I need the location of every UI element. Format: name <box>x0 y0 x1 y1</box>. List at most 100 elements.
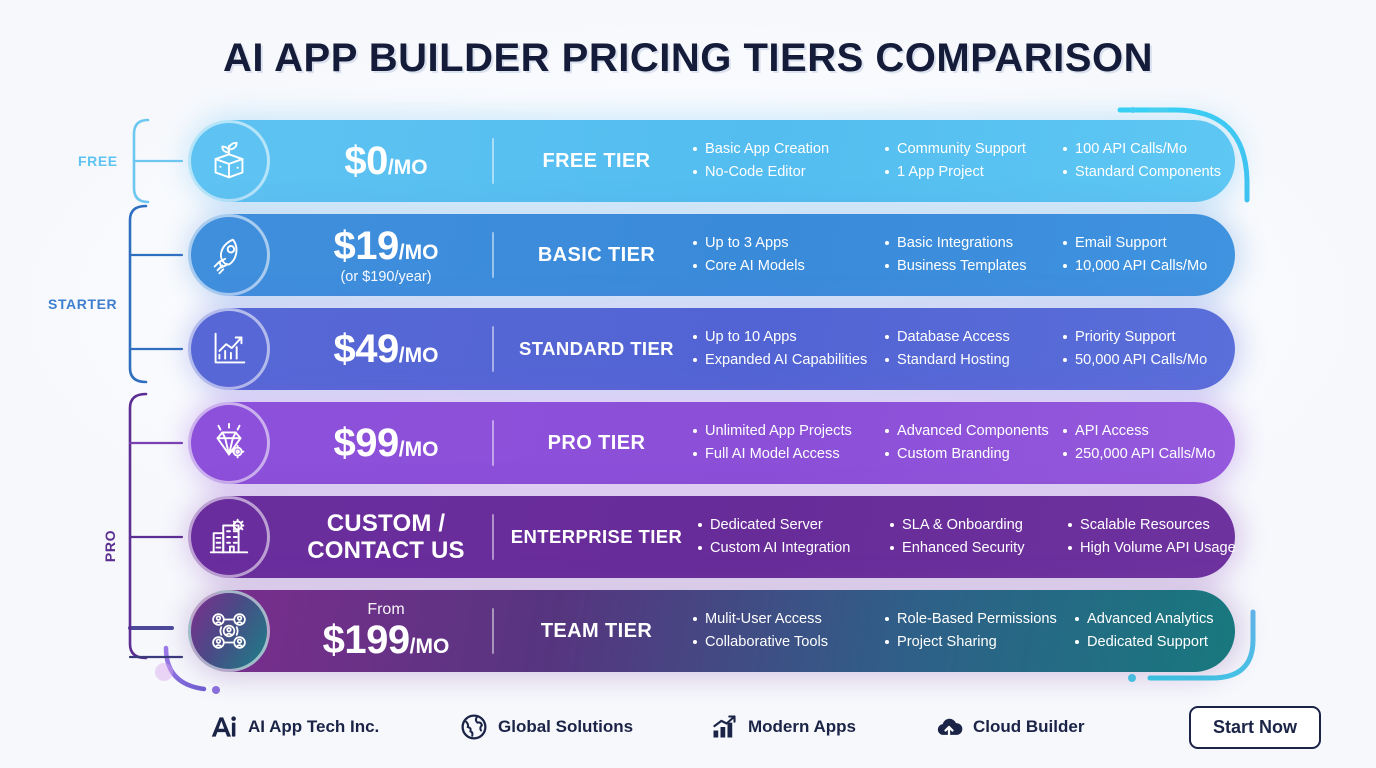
ai-logo-icon <box>210 713 238 741</box>
price-value-enterprise: CUSTOM / CONTACT US <box>307 509 465 564</box>
price-block-team: From $199/MO <box>288 601 484 662</box>
tier-row-free[interactable]: $0/MO FREE TIER Basic App Creation No-Co… <box>188 120 1235 202</box>
feature-column: Dedicated Server Custom AI Integration <box>697 514 889 560</box>
feature-item: Advanced Analytics <box>1074 608 1225 631</box>
price-value-free: $0/MO <box>344 139 428 183</box>
cloud-upload-icon <box>935 713 963 741</box>
brand-modern-apps: Modern Apps <box>710 713 935 741</box>
feature-item: Database Access <box>884 326 1062 349</box>
brand-cloud-builder: Cloud Builder <box>935 713 1165 741</box>
feature-column: SLA & Onboarding Enhanced Security <box>889 514 1067 560</box>
feature-column: Email Support 10,000 API Calls/Mo <box>1062 232 1225 278</box>
brand-label: Cloud Builder <box>973 717 1085 736</box>
rocket-icon <box>188 214 270 296</box>
tier-row-basic[interactable]: $19/MO (or $190/year) BASIC TIER Up to 3… <box>188 214 1235 296</box>
price-block-free: $0/MO <box>288 141 484 181</box>
start-now-button[interactable]: Start Now <box>1188 705 1321 749</box>
feature-item: Project Sharing <box>884 631 1074 654</box>
tier-name-basic: BASIC TIER <box>537 243 656 266</box>
feature-item: Core AI Models <box>692 255 884 278</box>
diamond-gear-icon <box>188 402 270 484</box>
price-prefix-team: From <box>367 601 405 618</box>
tier-row-standard[interactable]: $49/MO STANDARD TIER Up to 10 Apps Expan… <box>188 308 1235 390</box>
building-gear-icon <box>188 496 270 578</box>
footer-bar: AI App Tech Inc. Global Solutions <box>210 704 1321 750</box>
plant-box-icon <box>188 120 270 202</box>
feature-column: 100 API Calls/Mo Standard Components <box>1062 138 1225 184</box>
bar-chart-up-icon <box>710 713 738 741</box>
row-divider <box>492 326 494 372</box>
feature-item: Basic Integrations <box>884 232 1062 255</box>
tier-row-pro[interactable]: $99/MO PRO TIER Unlimited App Projects F… <box>188 402 1235 484</box>
growth-chart-icon <box>188 308 270 390</box>
feature-item: 1 App Project <box>884 161 1062 184</box>
feature-item: Enhanced Security <box>889 537 1067 560</box>
price-block-pro: $99/MO <box>288 423 484 463</box>
feature-item: Standard Hosting <box>884 349 1062 372</box>
feature-item: Basic App Creation <box>692 138 884 161</box>
feature-item: High Volume API Usage <box>1067 537 1236 560</box>
team-network-icon <box>188 590 270 672</box>
feature-item: Dedicated Server <box>697 514 889 537</box>
feature-column: Basic Integrations Business Templates <box>884 232 1062 278</box>
tier-name-enterprise: ENTERPRISE TIER <box>510 526 683 547</box>
brand-global-solutions: Global Solutions <box>460 713 710 741</box>
feature-column: Priority Support 50,000 API Calls/Mo <box>1062 326 1225 372</box>
feature-item: SLA & Onboarding <box>889 514 1067 537</box>
feature-item: Custom AI Integration <box>697 537 889 560</box>
feature-item: Dedicated Support <box>1074 631 1225 654</box>
feature-item: 100 API Calls/Mo <box>1062 138 1225 161</box>
features-standard: Up to 10 Apps Expanded AI Capabilities D… <box>692 326 1225 372</box>
tier-row-enterprise[interactable]: CUSTOM / CONTACT US ENTERPRISE TIER Dedi… <box>188 496 1236 578</box>
features-enterprise: Dedicated Server Custom AI Integration S… <box>697 514 1236 560</box>
feature-column: Role-Based Permissions Project Sharing <box>884 608 1074 654</box>
feature-column: Database Access Standard Hosting <box>884 326 1062 372</box>
row-divider <box>492 232 494 278</box>
feature-item: Up to 10 Apps <box>692 326 884 349</box>
feature-item: Scalable Resources <box>1067 514 1236 537</box>
feature-column: Basic App Creation No-Code Editor <box>692 138 884 184</box>
feature-item: Unlimited App Projects <box>692 420 884 443</box>
feature-item: 50,000 API Calls/Mo <box>1062 349 1225 372</box>
feature-item: API Access <box>1062 420 1225 443</box>
feature-item: Role-Based Permissions <box>884 608 1074 631</box>
feature-item: Mulit-User Access <box>692 608 884 631</box>
feature-item: 250,000 API Calls/Mo <box>1062 443 1225 466</box>
price-value-standard: $49/MO <box>333 327 439 371</box>
price-note-basic: (or $190/year) <box>340 268 432 285</box>
brand-label: AI App Tech Inc. <box>248 717 380 736</box>
feature-item: Priority Support <box>1062 326 1225 349</box>
feature-item: Standard Components <box>1062 161 1225 184</box>
features-pro: Unlimited App Projects Full AI Model Acc… <box>692 420 1225 466</box>
feature-column: Community Support 1 App Project <box>884 138 1062 184</box>
tier-name-standard: STANDARD TIER <box>519 338 674 359</box>
price-block-basic: $19/MO (or $190/year) <box>288 226 484 285</box>
feature-column: Advanced Components Custom Branding <box>884 420 1062 466</box>
globe-icon <box>460 713 488 741</box>
brand-label: Modern Apps <box>748 717 856 736</box>
features-free: Basic App Creation No-Code Editor Commun… <box>692 138 1225 184</box>
feature-column: Up to 3 Apps Core AI Models <box>692 232 884 278</box>
feature-column: Up to 10 Apps Expanded AI Capabilities <box>692 326 884 372</box>
feature-item: Custom Branding <box>884 443 1062 466</box>
feature-item: Email Support <box>1062 232 1225 255</box>
row-divider <box>492 608 494 654</box>
price-value-pro: $99/MO <box>333 421 439 465</box>
group-label-free: FREE <box>78 153 118 169</box>
feature-column: API Access 250,000 API Calls/Mo <box>1062 420 1225 466</box>
feature-column: Advanced Analytics Dedicated Support <box>1074 608 1225 654</box>
feature-item: Expanded AI Capabilities <box>692 349 884 372</box>
feature-item: Community Support <box>884 138 1062 161</box>
feature-item: No-Code Editor <box>692 161 884 184</box>
brand-label: Global Solutions <box>498 717 634 736</box>
feature-item: Full AI Model Access <box>692 443 884 466</box>
tier-row-team[interactable]: From $199/MO TEAM TIER Mulit-User Access… <box>188 590 1235 672</box>
features-basic: Up to 3 Apps Core AI Models Basic Integr… <box>692 232 1225 278</box>
feature-item: Up to 3 Apps <box>692 232 884 255</box>
tier-name-team: TEAM TIER <box>540 619 653 642</box>
feature-column: Scalable Resources High Volume API Usage <box>1067 514 1236 560</box>
feature-column: Mulit-User Access Collaborative Tools <box>692 608 884 654</box>
feature-item: Advanced Components <box>884 420 1062 443</box>
price-value-team: $199/MO <box>322 618 450 662</box>
